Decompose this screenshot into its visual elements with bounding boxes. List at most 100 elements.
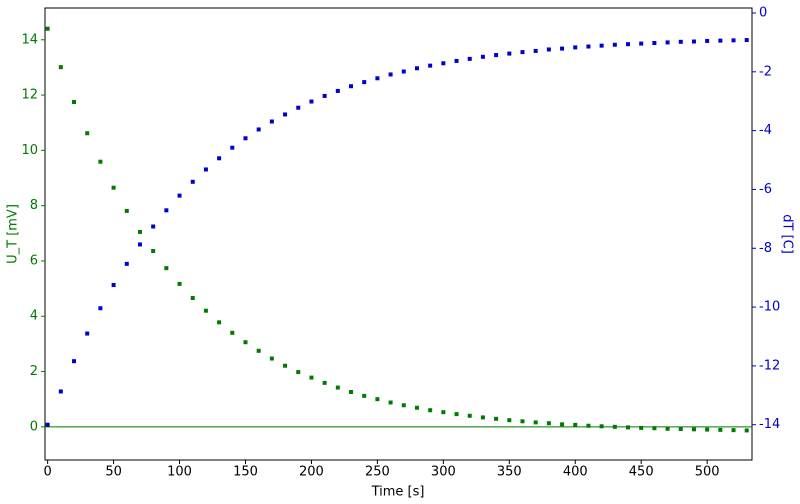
data-point bbox=[691, 427, 696, 432]
x-tick-label: 400 bbox=[563, 465, 588, 480]
x-tick-label: 150 bbox=[233, 465, 258, 480]
data-point bbox=[467, 56, 472, 61]
data-point bbox=[494, 53, 499, 58]
data-point bbox=[203, 308, 208, 313]
data-point bbox=[507, 51, 512, 56]
data-point bbox=[520, 50, 525, 55]
data-point bbox=[718, 427, 723, 432]
data-point bbox=[626, 425, 631, 430]
y-tick-label: 4 bbox=[30, 309, 38, 324]
data-point bbox=[441, 410, 446, 415]
data-point bbox=[309, 375, 314, 380]
y-tick-label: 6 bbox=[30, 253, 38, 268]
data-point bbox=[124, 208, 129, 213]
data-point bbox=[612, 424, 617, 429]
x-tick-label: 500 bbox=[695, 465, 720, 480]
data-point bbox=[546, 47, 551, 52]
data-point bbox=[322, 93, 327, 98]
data-point bbox=[454, 58, 459, 63]
data-point bbox=[309, 99, 314, 104]
data-point bbox=[678, 39, 683, 44]
y2-tick-label: -10 bbox=[759, 300, 780, 315]
data-point bbox=[85, 331, 90, 336]
data-point bbox=[639, 41, 644, 46]
data-point bbox=[639, 425, 644, 430]
x-tick-label: 250 bbox=[365, 465, 390, 480]
y2-tick-label: -8 bbox=[759, 241, 772, 256]
y2-tick-label: -6 bbox=[759, 182, 772, 197]
data-point bbox=[388, 400, 393, 405]
data-point bbox=[362, 80, 367, 85]
y-tick-label: 14 bbox=[21, 32, 38, 47]
x-tick-label: 200 bbox=[299, 465, 324, 480]
y-tick-label: 10 bbox=[21, 143, 38, 158]
data-point bbox=[388, 72, 393, 77]
data-point bbox=[560, 422, 565, 427]
data-point bbox=[652, 426, 657, 431]
data-point bbox=[441, 61, 446, 66]
data-point bbox=[217, 156, 222, 161]
data-point bbox=[111, 283, 116, 288]
data-point bbox=[414, 66, 419, 71]
data-point bbox=[560, 46, 565, 51]
data-point bbox=[45, 422, 50, 427]
data-point bbox=[256, 127, 261, 132]
data-point bbox=[586, 423, 591, 428]
data-point bbox=[665, 40, 670, 45]
data-point bbox=[45, 26, 50, 31]
data-point bbox=[322, 380, 327, 385]
data-point bbox=[256, 348, 261, 353]
data-point bbox=[375, 397, 380, 402]
data-point bbox=[177, 281, 182, 286]
data-point bbox=[480, 415, 485, 420]
data-point bbox=[58, 65, 63, 70]
data-point bbox=[296, 105, 301, 110]
data-point bbox=[151, 224, 156, 229]
data-point bbox=[652, 40, 657, 45]
data-point bbox=[705, 427, 710, 432]
data-point bbox=[137, 242, 142, 247]
data-point bbox=[58, 389, 63, 394]
x-tick-label: 450 bbox=[629, 465, 654, 480]
data-point bbox=[296, 370, 301, 375]
data-point bbox=[665, 426, 670, 431]
data-point bbox=[283, 363, 288, 368]
data-point bbox=[599, 43, 604, 48]
data-point bbox=[230, 145, 235, 150]
data-point bbox=[137, 229, 142, 234]
x-tick-label: 100 bbox=[167, 465, 192, 480]
y-tick-label: 2 bbox=[30, 364, 38, 379]
data-point bbox=[335, 88, 340, 93]
y2-axis-label: dT [C] bbox=[780, 214, 795, 254]
data-point bbox=[428, 63, 433, 68]
data-point bbox=[375, 76, 380, 81]
data-point bbox=[586, 44, 591, 49]
x-tick-label: 50 bbox=[105, 465, 122, 480]
x-tick-label: 0 bbox=[43, 465, 51, 480]
data-point bbox=[72, 99, 77, 104]
data-point bbox=[533, 48, 538, 53]
data-point bbox=[573, 422, 578, 427]
data-point bbox=[164, 266, 169, 271]
data-point bbox=[718, 38, 723, 43]
data-point bbox=[414, 405, 419, 410]
data-point bbox=[98, 159, 103, 164]
data-point bbox=[533, 420, 538, 425]
data-point bbox=[744, 428, 749, 433]
data-point bbox=[401, 403, 406, 408]
data-point bbox=[85, 131, 90, 136]
x-tick-label: 300 bbox=[431, 465, 456, 480]
y2-tick-label: -14 bbox=[759, 417, 780, 432]
data-point bbox=[428, 408, 433, 413]
data-point bbox=[520, 419, 525, 424]
data-point bbox=[269, 356, 274, 361]
data-point bbox=[401, 69, 406, 74]
data-point bbox=[72, 359, 77, 364]
data-point bbox=[731, 38, 736, 43]
data-point bbox=[243, 340, 248, 345]
data-point bbox=[705, 38, 710, 43]
data-point bbox=[494, 416, 499, 421]
data-point bbox=[362, 393, 367, 398]
data-point bbox=[335, 385, 340, 390]
